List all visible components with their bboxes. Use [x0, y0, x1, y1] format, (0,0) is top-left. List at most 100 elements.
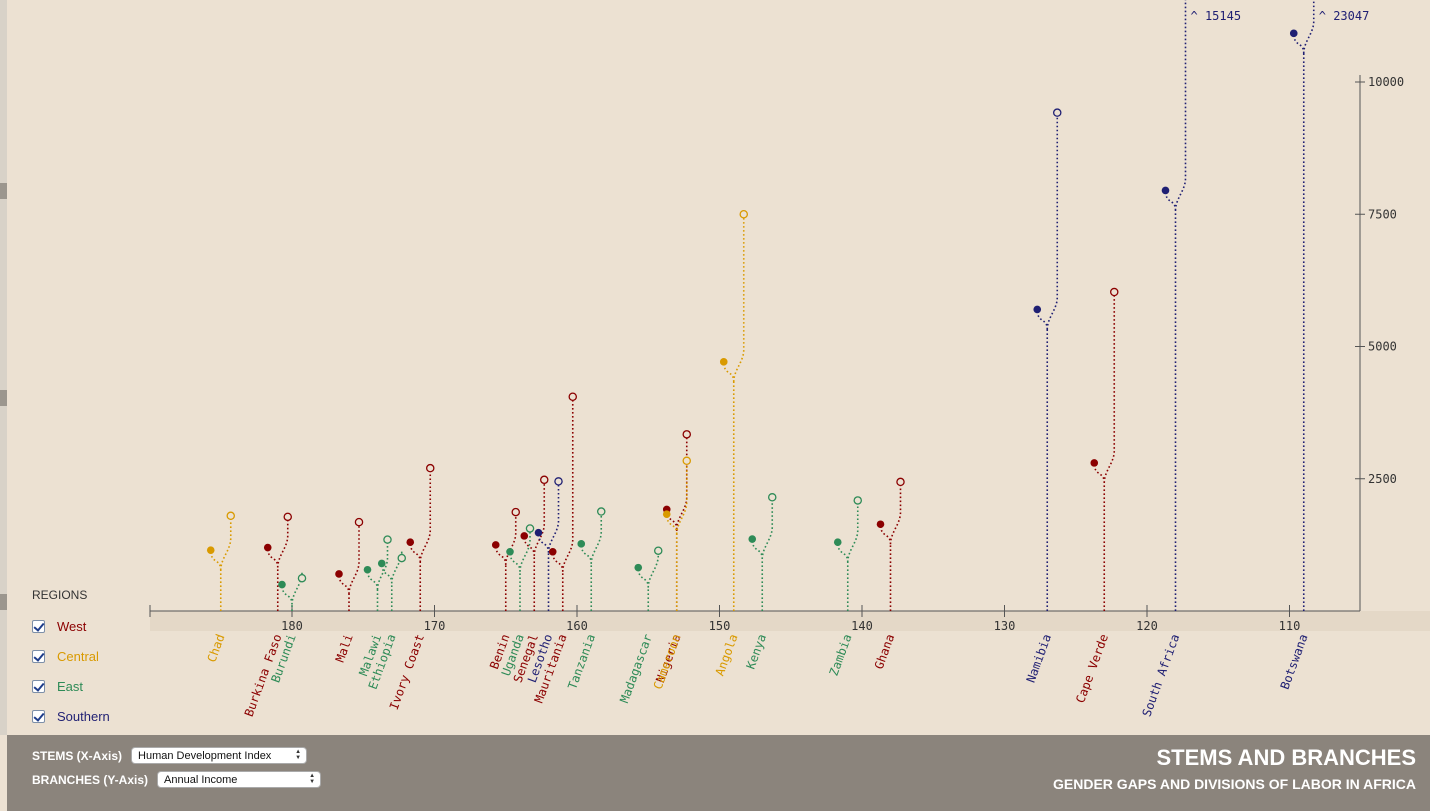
page-title: STEMS AND BRANCHES	[1156, 745, 1416, 770]
country-label: Cape Verde	[1073, 632, 1111, 705]
y-tick-label: 2500	[1368, 472, 1397, 486]
stem-cape-verde	[1093, 292, 1116, 611]
y-tick-label: 5000	[1368, 340, 1397, 354]
select-arrows-icon: ▲ ▼	[295, 749, 302, 761]
stem-chad	[209, 515, 232, 611]
female-point	[206, 546, 215, 554]
male-point	[397, 553, 406, 563]
female-point	[520, 532, 529, 540]
country-label: Ghana	[872, 632, 898, 671]
male-point	[853, 496, 863, 505]
x-tick-label: 130	[994, 619, 1016, 633]
female-point	[491, 541, 500, 549]
stem-zambia	[836, 500, 859, 611]
x-tick-label: 140	[851, 619, 873, 633]
select-arrows-icon: ▲ ▼	[309, 773, 316, 785]
female-point	[577, 540, 586, 548]
checkbox-west[interactable]	[32, 619, 45, 633]
page-subtitle: GENDER GAPS AND DIVISIONS OF LABOR IN AF…	[1053, 776, 1416, 792]
female-point	[1161, 186, 1170, 195]
stem-botswana	[1292, 0, 1315, 611]
female-point	[406, 538, 415, 547]
country-label: Zambia	[827, 632, 855, 678]
stems-select[interactable]: Human Development Index ▲ ▼	[131, 747, 308, 764]
male-point	[383, 535, 392, 544]
stems-select-value: Human Development Index	[138, 749, 272, 762]
female-point	[377, 559, 386, 568]
control-footer: STEMS (X-Axis) Human Development Index ▲…	[7, 735, 1430, 811]
y-tick-label: 7500	[1368, 207, 1397, 221]
overflow-label: ^ 15145	[1191, 9, 1242, 23]
male-point	[354, 517, 364, 527]
male-point	[554, 477, 563, 486]
male-point	[425, 463, 435, 473]
male-point	[896, 477, 905, 487]
male-point	[297, 573, 307, 583]
stem-namibia	[1036, 112, 1059, 611]
female-point	[506, 547, 514, 556]
stem-kenya	[751, 497, 774, 611]
male-point	[540, 475, 549, 485]
stem-cameroon	[665, 460, 688, 611]
legend-item-southern[interactable]: Southern	[32, 701, 162, 731]
female-point	[719, 358, 728, 366]
stem-tanzania	[580, 511, 603, 611]
checkbox-east[interactable]	[32, 679, 45, 693]
legend-title: REGIONS	[32, 588, 88, 602]
stem-south-africa	[1164, 0, 1187, 611]
edge-notch	[0, 390, 7, 406]
branches-label: BRANCHES (Y-Axis)	[32, 772, 149, 787]
x-tick-label: 170	[424, 619, 446, 633]
country-label: Madagascar	[617, 632, 655, 705]
country-label: Mali	[333, 632, 356, 664]
male-point	[568, 392, 578, 402]
stem-ivory-coast	[409, 468, 432, 611]
male-point	[682, 456, 692, 466]
stem-ghana	[879, 481, 902, 611]
stems-branches-chart: 180 170 160 150 140 130 120 110 2500 5000 7500 1000…	[149, 0, 1430, 719]
stem-madagascar	[637, 550, 660, 611]
country-label: Angola	[713, 632, 741, 678]
country-label: Chad	[205, 632, 228, 664]
country-label: Namibia	[1024, 632, 1054, 684]
legend-label-central: Central	[57, 648, 99, 664]
stems-label: STEMS (X-Axis)	[32, 748, 123, 763]
country-label: Kenya	[744, 632, 770, 671]
edge-notch	[0, 594, 7, 610]
country-label: Cameroon	[651, 632, 684, 691]
female-point	[634, 563, 643, 572]
legend-item-east[interactable]: East	[32, 671, 162, 701]
x-tick-label: 120	[1136, 619, 1158, 633]
female-point	[1090, 459, 1099, 467]
checkbox-central[interactable]	[32, 649, 45, 663]
x-axis-strip	[150, 611, 1430, 631]
legend-label-west: West	[57, 618, 87, 634]
stem-senegal	[523, 479, 546, 611]
female-point	[548, 547, 557, 556]
checkbox-southern[interactable]	[32, 709, 45, 723]
male-point	[682, 430, 692, 439]
female-point	[363, 565, 372, 574]
legend-item-central[interactable]: Central	[32, 641, 162, 671]
country-label: South Africa	[1140, 632, 1183, 718]
country-label: Tanzania	[565, 632, 598, 691]
y-tick-label: 10000	[1368, 75, 1404, 89]
branches-control: BRANCHES (Y-Axis) Annual Income ▲ ▼	[32, 771, 322, 788]
female-point	[278, 580, 286, 589]
regions-legend: REGIONS West Central East Southern	[32, 588, 162, 731]
stem-mauritania	[551, 396, 574, 611]
male-point	[1053, 108, 1062, 117]
stem-burkina-faso	[266, 516, 289, 611]
x-tick-label: 160	[566, 619, 588, 633]
male-point	[739, 209, 749, 219]
stem-uganda	[509, 528, 531, 611]
male-point	[654, 546, 663, 555]
legend-item-west[interactable]: West	[32, 611, 162, 641]
branches-select[interactable]: Annual Income ▲ ▼	[157, 771, 322, 788]
legend-label-east: East	[57, 678, 84, 694]
left-edge-strip	[0, 0, 7, 735]
stem-angola	[722, 214, 745, 611]
x-tick-label: 180	[281, 619, 303, 633]
male-point	[283, 512, 292, 522]
female-point	[263, 543, 272, 552]
